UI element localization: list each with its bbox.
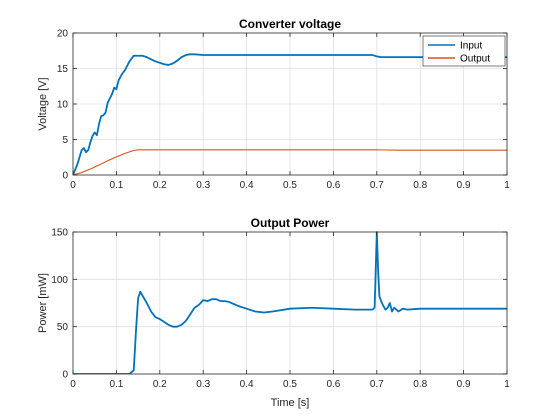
x-tick-label: 0.1 — [109, 379, 123, 390]
y-axis-label: Voltage [V] — [37, 77, 49, 130]
x-tick-label: 0 — [70, 180, 76, 191]
x-tick-label: 0.1 — [109, 180, 123, 191]
chart-panel-2: 0 0.1 0.2 0.3 0.4 0.5 0.6 0.7 0.8 0.9 1 0 50 100 150 Ou… — [37, 216, 510, 409]
x-axis-label: Time [s] — [271, 397, 310, 409]
y-tick-label: 15 — [57, 64, 69, 75]
chart-panel-1: 0 0.1 0.2 0.3 0.4 0.5 0.6 0.7 0.8 0.9 105101520Con… — [37, 17, 510, 191]
chart-title: Converter voltage — [239, 17, 341, 31]
y-tick-label: 0 — [62, 370, 68, 381]
x-tick-label: 0.9 — [457, 379, 471, 390]
x-tick-label: 0.5 — [283, 180, 297, 191]
x-tick-label: 0.3 — [196, 180, 210, 191]
y-tick-label: 5 — [62, 135, 68, 146]
x-tick-label: 0.9 — [457, 180, 471, 191]
legend-label-input: Input — [460, 41, 482, 52]
y-tick-label: 100 — [51, 275, 68, 286]
y-axis-label: Power [mW] — [37, 273, 49, 333]
x-tick-label: 0.8 — [413, 379, 427, 390]
x-tick-label: 0.7 — [370, 379, 384, 390]
x-tick-label: 1 — [504, 180, 510, 191]
x-tick-label: 0.7 — [370, 180, 384, 191]
x-tick-label: 0.2 — [153, 180, 167, 191]
y-tick-label: 0 — [62, 171, 68, 182]
y-tick-label: 10 — [57, 100, 69, 111]
series-line-power — [73, 231, 507, 374]
y-tick-label: 20 — [57, 29, 69, 40]
series-line-input — [73, 53, 507, 175]
chart-title: Output Power — [251, 216, 330, 230]
legend-label-output: Output — [460, 54, 490, 65]
x-tick-label: 0 — [70, 379, 76, 390]
y-tick-label: 50 — [57, 322, 69, 333]
legend: Input Output — [422, 35, 506, 67]
x-tick-label: 0.6 — [326, 180, 340, 191]
y-tick-label: 150 — [51, 228, 68, 239]
x-tick-label: 0.4 — [240, 180, 254, 191]
x-tick-label: 0.5 — [283, 379, 297, 390]
x-tick-label: 0.6 — [326, 379, 340, 390]
x-tick-label: 0.8 — [413, 180, 427, 191]
series-line-output — [73, 149, 507, 175]
x-tick-label: 0.2 — [153, 379, 167, 390]
x-tick-label: 1 — [504, 379, 510, 390]
x-tick-label: 0.3 — [196, 379, 210, 390]
x-tick-label: 0.4 — [240, 379, 254, 390]
legend-box — [422, 35, 506, 67]
